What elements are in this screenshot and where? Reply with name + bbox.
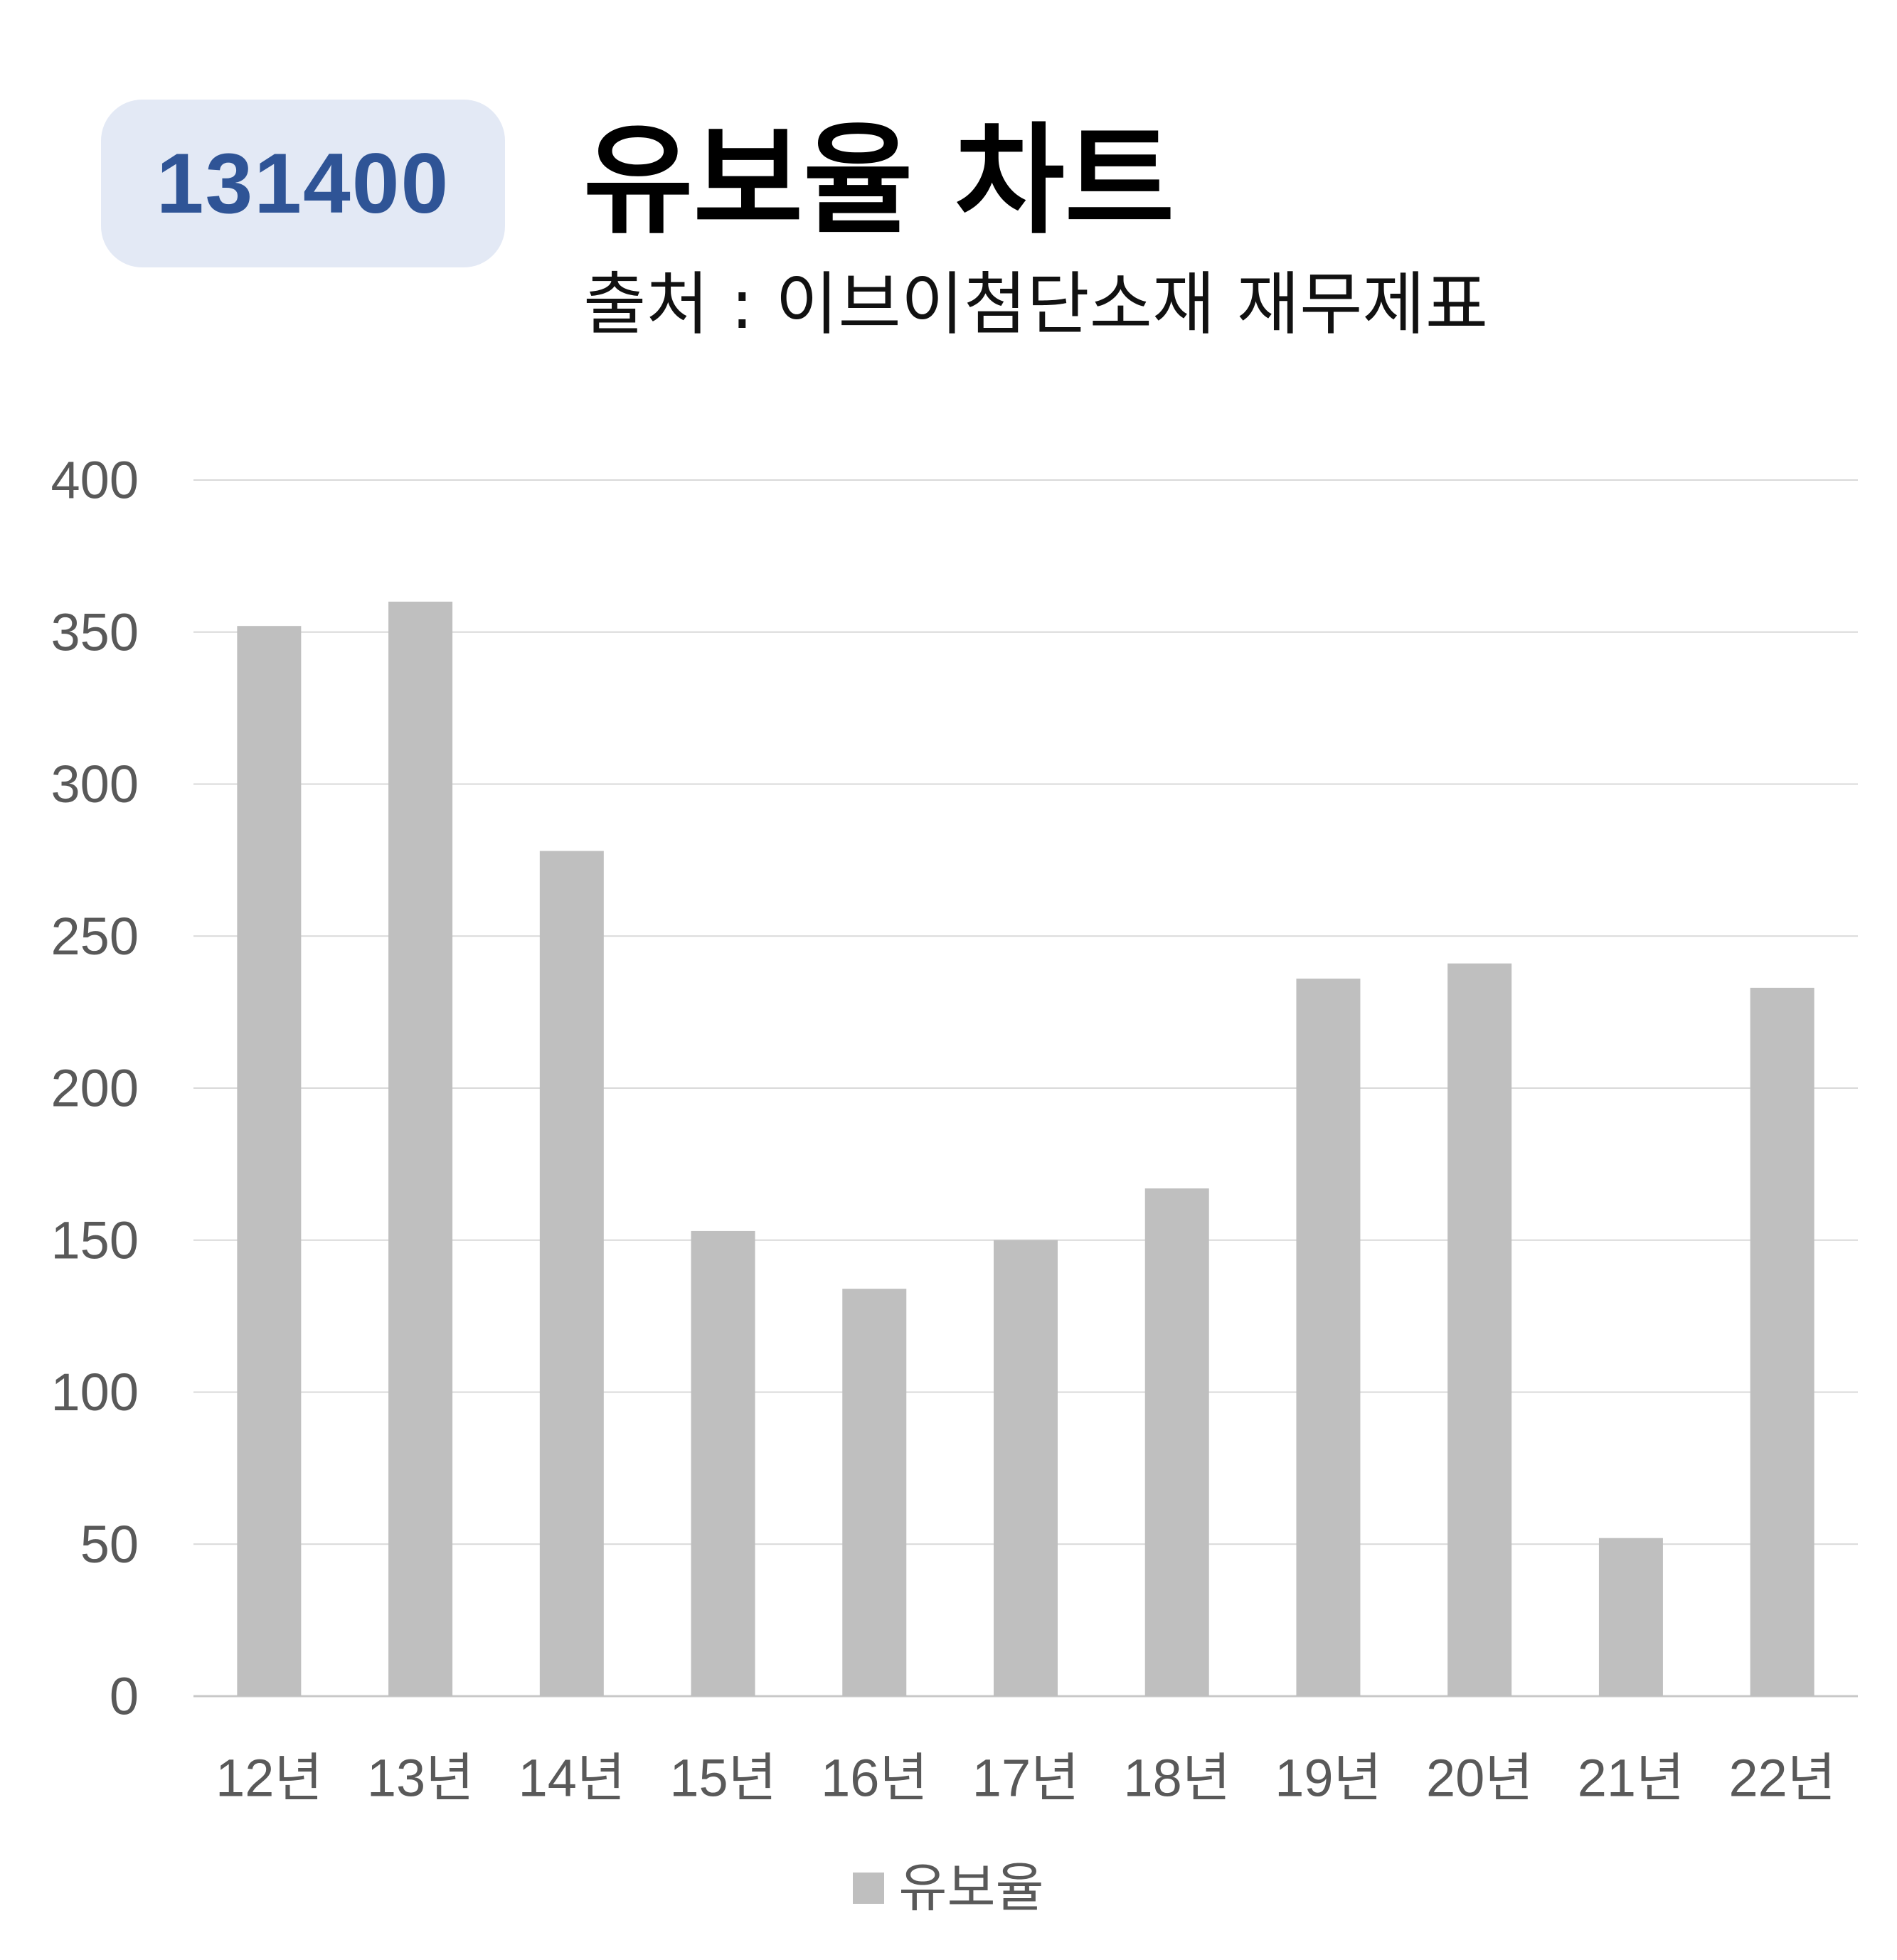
bar xyxy=(994,1240,1058,1696)
legend-label: 유보율 xyxy=(898,1858,1044,1919)
x-tick-label: 13년 xyxy=(367,1749,474,1808)
x-tick-label: 18년 xyxy=(1124,1749,1231,1808)
bar xyxy=(1750,987,1814,1696)
bar xyxy=(388,602,453,1696)
stock-code: 131400 xyxy=(156,136,450,231)
x-tick-label: 14년 xyxy=(519,1749,625,1808)
x-tick-label: 20년 xyxy=(1426,1749,1533,1808)
y-tick-label: 350 xyxy=(51,602,139,661)
y-tick-label: 300 xyxy=(51,755,139,814)
y-tick-label: 150 xyxy=(51,1210,139,1269)
bar xyxy=(691,1230,755,1696)
y-tick-label: 400 xyxy=(51,451,139,510)
x-tick-label: 15년 xyxy=(669,1749,776,1808)
legend: 유보율 xyxy=(0,1862,1897,1914)
bar xyxy=(237,626,302,1697)
y-tick-label: 200 xyxy=(51,1059,139,1118)
chart-title: 유보율 차트 xyxy=(583,111,1175,250)
bar xyxy=(1296,979,1361,1696)
y-tick-label: 100 xyxy=(51,1363,139,1422)
y-axis-ticks: 0 50 100 150 200 250 300 350 400 xyxy=(51,451,139,1726)
x-tick-label: 21년 xyxy=(1578,1749,1684,1808)
bar xyxy=(1447,963,1512,1696)
x-axis-ticks: 12년 13년 14년 15년 16년 17년 18년 19년 20년 21년 22년 xyxy=(216,1749,1836,1808)
stock-code-badge: 131400 xyxy=(101,100,505,267)
y-tick-label: 0 xyxy=(110,1667,139,1726)
x-tick-label: 12년 xyxy=(216,1749,322,1808)
legend-swatch xyxy=(853,1873,885,1904)
x-tick-label: 16년 xyxy=(821,1749,928,1808)
y-tick-label: 250 xyxy=(51,907,139,966)
chart-subtitle: 출처 : 이브이첨단소재 재무제표 xyxy=(583,265,1489,344)
x-tick-label: 19년 xyxy=(1275,1749,1381,1808)
bar xyxy=(1144,1188,1209,1696)
y-tick-label: 50 xyxy=(80,1515,139,1574)
bar xyxy=(1598,1538,1663,1696)
bar xyxy=(539,851,604,1696)
bars xyxy=(237,602,1814,1697)
x-tick-label: 17년 xyxy=(972,1749,1079,1808)
bar xyxy=(842,1289,907,1696)
x-tick-label: 22년 xyxy=(1728,1749,1835,1808)
